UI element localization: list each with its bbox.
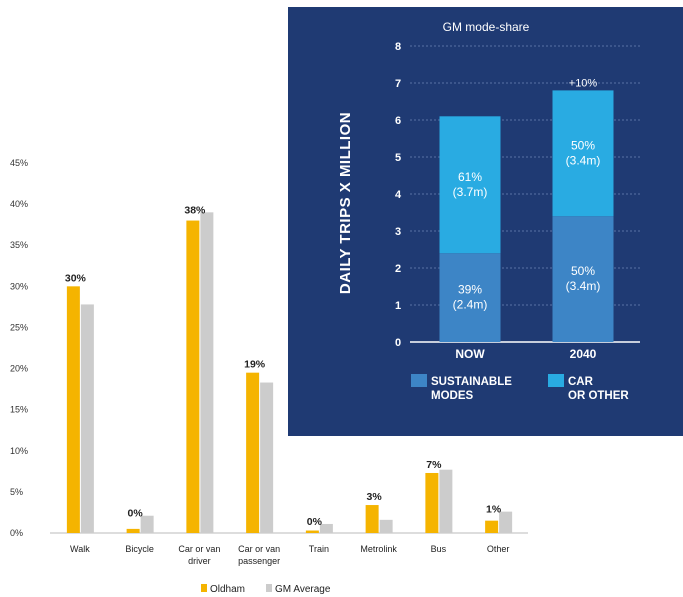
inset-legend: SUSTAINABLE MODES CAR OR OTHER: [411, 374, 629, 402]
main-y-tick-label: 0%: [10, 528, 23, 538]
main-data-labels: 30% 0% 38% 19% 0% 3% 7% 1%: [65, 204, 502, 528]
main-x-tick-label: Train: [309, 544, 329, 554]
gm-average-bar: [319, 523, 333, 533]
inset-title: GM mode-share: [443, 20, 530, 34]
oldham-data-label: 0%: [307, 516, 323, 528]
sustainable-modes-segment: [552, 216, 614, 342]
car-or-other-segment: [552, 90, 614, 217]
oldham-data-label: 30%: [65, 272, 87, 284]
gm-average-bar: [260, 382, 274, 533]
main-y-tick-label: 15%: [10, 405, 28, 415]
oldham-bar: [126, 528, 140, 533]
inset-segment-label: (3.4m): [566, 153, 601, 167]
oldham-bar: [186, 220, 200, 534]
oldham-legend-swatch: [201, 584, 207, 592]
inset-y-tick-label: 2: [395, 263, 401, 275]
inset-segment-label: (3.4m): [566, 279, 601, 293]
inset-segment-label: (2.4m): [453, 298, 488, 312]
car-or-other-segment: [439, 116, 501, 254]
inset-segment-label: 39%: [458, 283, 482, 297]
main-y-tick-label: 25%: [10, 322, 28, 332]
inset-segment-label: 61%: [458, 170, 482, 184]
oldham-data-label: 38%: [184, 204, 206, 216]
sustainable-modes-legend-swatch: [411, 374, 427, 387]
main-x-tick-label: Other: [487, 544, 510, 554]
inset-segment-label: 50%: [571, 264, 595, 278]
inset-x-tick-label: 2040: [570, 347, 597, 361]
oldham-bar: [66, 286, 80, 533]
inset-y-tick-label: 1: [395, 300, 401, 312]
car-or-other-legend-label: CAR: [568, 376, 594, 388]
oldham-data-label: 0%: [128, 508, 144, 520]
oldham-data-label: 3%: [367, 491, 383, 503]
inset-bars: 39%(2.4m)61%(3.7m)NOW50%(3.4m)50%(3.4m)2…: [439, 77, 614, 361]
oldham-legend-label: Oldham: [210, 584, 245, 595]
gm-average-legend-swatch: [266, 584, 272, 592]
main-y-tick-label: 40%: [10, 199, 28, 209]
oldham-bar: [246, 372, 260, 533]
gm-average-legend-label: GM Average: [275, 584, 331, 595]
main-x-tick-label: Car or van: [238, 544, 280, 554]
oldham-bar: [425, 472, 439, 533]
sustainable-modes-segment: [439, 253, 501, 342]
main-y-tick-label: 20%: [10, 364, 28, 374]
gm-mode-share-inset: GM mode-share DAILY TRIPS X MILLION 0 1 2 3…: [288, 7, 683, 436]
gm-average-bar: [379, 519, 393, 533]
inset-y-tick-label: 4: [395, 189, 402, 201]
sustainable-modes-legend-label: MODES: [431, 390, 474, 402]
inset-y-tick-label: 7: [395, 78, 401, 90]
inset-y-tick-label: 8: [395, 41, 401, 53]
main-x-tick-label: Walk: [70, 544, 90, 554]
main-legend: Oldham GM Average: [201, 584, 331, 595]
main-y-tick-label: 35%: [10, 240, 28, 250]
inset-growth-annotation: +10%: [569, 77, 598, 89]
main-bars: [66, 212, 513, 534]
oldham-bar: [365, 505, 379, 533]
gm-average-bar: [499, 511, 513, 533]
main-x-tick-label: Metrolink: [360, 544, 397, 554]
main-x-axis: Walk Bicycle Car or van driver Car or van pas…: [70, 544, 509, 566]
oldham-data-label: 1%: [486, 504, 502, 516]
inset-x-tick-label: NOW: [455, 347, 485, 361]
main-y-tick-label: 5%: [10, 487, 23, 497]
inset-y-tick-label: 6: [395, 115, 401, 127]
car-or-other-legend-label: OR OTHER: [568, 390, 629, 402]
oldham-data-label: 7%: [426, 459, 442, 471]
main-x-tick-label: Bus: [431, 544, 447, 554]
gm-average-bar: [80, 304, 94, 533]
oldham-bar: [485, 520, 499, 533]
inset-y-tick-label: 3: [395, 226, 401, 238]
main-x-tick-label: Bicycle: [125, 544, 154, 554]
gm-average-bar: [140, 515, 154, 533]
inset-segment-label: 50%: [571, 138, 595, 152]
gm-average-bar: [200, 212, 214, 534]
oldham-bar: [305, 530, 319, 533]
main-y-tick-label: 30%: [10, 281, 28, 291]
oldham-data-label: 19%: [244, 359, 266, 371]
gm-average-bar: [439, 469, 453, 533]
main-x-tick-label: driver: [188, 556, 211, 566]
inset-y-tick-label: 5: [395, 152, 401, 164]
main-x-tick-label: passenger: [238, 556, 280, 566]
inset-y-tick-label: 0: [395, 337, 401, 349]
sustainable-modes-legend-label: SUSTAINABLE: [431, 376, 512, 388]
inset-y-axis-label: DAILY TRIPS X MILLION: [337, 112, 354, 294]
main-y-tick-label: 45%: [10, 158, 28, 168]
inset-segment-label: (3.7m): [453, 185, 488, 199]
main-y-tick-label: 10%: [10, 446, 28, 456]
main-x-tick-label: Car or van: [178, 544, 220, 554]
car-or-other-legend-swatch: [548, 374, 564, 387]
